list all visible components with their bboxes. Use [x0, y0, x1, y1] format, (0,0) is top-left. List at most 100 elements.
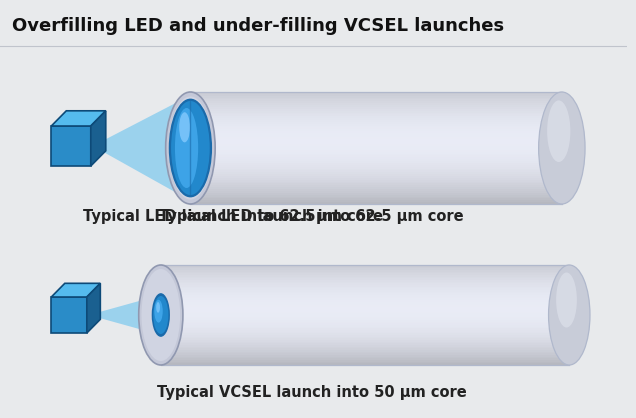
Bar	[190, 103, 562, 106]
Bar	[190, 125, 562, 128]
Bar	[190, 137, 562, 139]
Ellipse shape	[539, 92, 585, 204]
Bar	[161, 333, 569, 336]
Bar	[161, 305, 569, 307]
Bar	[190, 159, 562, 162]
Bar	[190, 185, 562, 188]
Bar	[190, 174, 562, 176]
Bar	[161, 345, 569, 347]
Bar	[161, 303, 569, 306]
Bar	[161, 355, 569, 357]
Bar	[190, 124, 562, 126]
Bar	[190, 144, 562, 147]
Ellipse shape	[156, 302, 160, 313]
Bar	[161, 287, 569, 289]
Bar	[190, 133, 562, 135]
Bar	[190, 163, 562, 165]
Ellipse shape	[155, 300, 163, 323]
Bar	[190, 140, 562, 143]
Bar	[190, 94, 562, 96]
Bar	[161, 277, 569, 279]
Bar	[161, 293, 569, 296]
Bar	[161, 314, 569, 316]
Bar	[161, 338, 569, 341]
Bar	[161, 292, 569, 294]
Bar	[190, 171, 562, 173]
Bar	[190, 101, 562, 104]
Ellipse shape	[169, 99, 212, 197]
Bar	[161, 357, 569, 359]
Text: Typical VCSEL launch into 50 μm core: Typical VCSEL launch into 50 μm core	[157, 385, 467, 400]
Text: Overfilling LED and under-filling VCSEL launches: Overfilling LED and under-filling VCSEL …	[12, 17, 504, 35]
Text: μm core: μm core	[315, 209, 383, 224]
Text: Typical LED launch into 62.5: Typical LED launch into 62.5	[83, 209, 315, 224]
Polygon shape	[89, 295, 161, 335]
Bar	[161, 270, 569, 272]
Bar	[190, 187, 562, 190]
Bar	[190, 193, 562, 195]
Bar	[190, 148, 562, 150]
Bar	[190, 146, 562, 148]
Bar	[161, 336, 569, 339]
Bar	[161, 315, 569, 317]
Bar	[161, 310, 569, 312]
Bar	[190, 120, 562, 122]
Bar	[190, 196, 562, 199]
Bar	[161, 347, 569, 349]
Bar	[161, 328, 569, 331]
Ellipse shape	[165, 92, 215, 204]
Ellipse shape	[171, 101, 210, 195]
Bar	[190, 157, 562, 160]
Bar	[190, 168, 562, 171]
Bar	[161, 267, 569, 269]
Bar	[190, 152, 562, 154]
Bar	[190, 139, 562, 141]
Polygon shape	[52, 283, 100, 297]
Bar	[190, 200, 562, 203]
Bar	[190, 109, 562, 111]
Bar	[190, 153, 562, 156]
Bar	[190, 129, 562, 132]
Ellipse shape	[152, 293, 170, 337]
Bar	[161, 320, 569, 322]
Bar	[190, 176, 562, 178]
Bar	[161, 308, 569, 311]
Bar	[161, 326, 569, 329]
Bar	[161, 297, 569, 299]
Bar	[190, 172, 562, 175]
Bar	[161, 340, 569, 342]
Bar	[161, 283, 569, 285]
Bar	[190, 107, 562, 109]
Bar	[190, 92, 562, 94]
Bar	[190, 191, 562, 193]
Bar	[161, 278, 569, 280]
Bar	[161, 348, 569, 351]
Polygon shape	[87, 283, 100, 333]
Ellipse shape	[139, 265, 183, 365]
Bar	[161, 330, 569, 332]
Bar	[161, 295, 569, 297]
Bar	[190, 199, 562, 201]
Bar	[161, 322, 569, 324]
Bar	[161, 319, 569, 321]
Ellipse shape	[547, 100, 570, 162]
Bar	[190, 116, 562, 119]
Bar	[190, 167, 562, 169]
Bar	[161, 342, 569, 344]
Bar	[190, 97, 562, 100]
Bar	[161, 343, 569, 346]
Bar	[190, 180, 562, 182]
Text: Typical LED launch into 62.5 μm core: Typical LED launch into 62.5 μm core	[160, 209, 464, 224]
Bar	[161, 317, 569, 319]
Ellipse shape	[556, 273, 577, 327]
Ellipse shape	[153, 296, 169, 334]
Bar	[190, 127, 562, 130]
Polygon shape	[93, 95, 190, 201]
Bar	[161, 362, 569, 364]
Bar	[161, 325, 569, 327]
Bar	[190, 115, 562, 117]
Bar	[161, 353, 569, 355]
Bar	[161, 273, 569, 275]
Bar	[190, 135, 562, 137]
Bar	[161, 352, 569, 354]
